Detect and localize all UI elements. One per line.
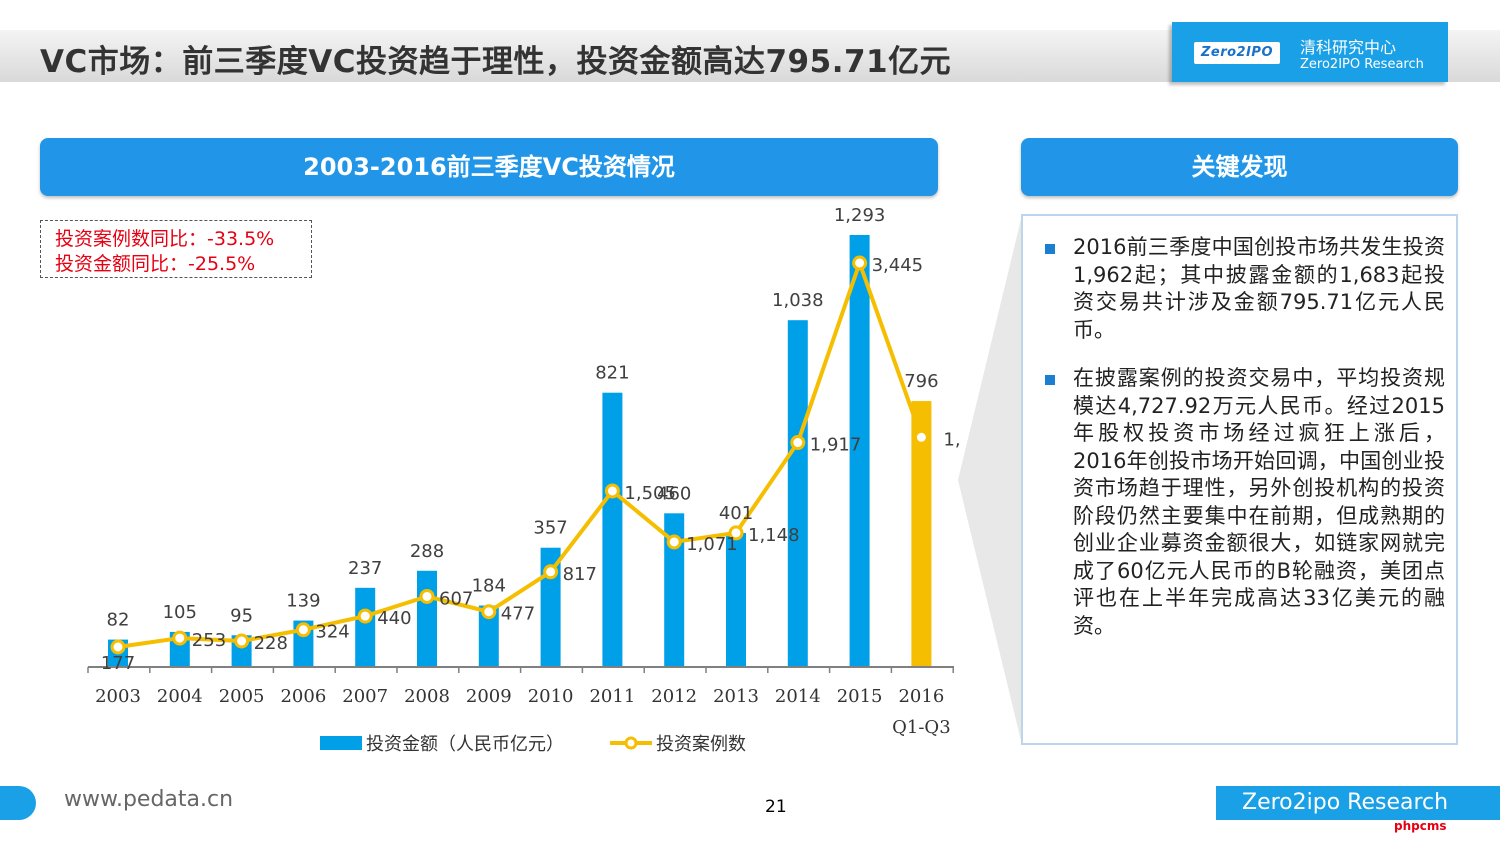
bar-label-2005: 95 bbox=[230, 605, 253, 626]
bar-label-2013: 401 bbox=[719, 503, 753, 524]
line-label-2007: 440 bbox=[377, 608, 411, 629]
logo-english-name: Zero2IPO Research bbox=[1300, 57, 1424, 72]
bullet-icon bbox=[1045, 244, 1055, 254]
line-label-2009: 477 bbox=[501, 604, 535, 625]
legend-bar-label: 投资金额（人民币亿元） bbox=[366, 734, 564, 755]
case-point-2012 bbox=[666, 534, 682, 550]
line-label-2015: 3,445 bbox=[872, 255, 924, 276]
x-tick-label-2014: 2014 bbox=[775, 686, 821, 707]
bar-2014 bbox=[787, 320, 808, 667]
case-point-2015 bbox=[852, 255, 868, 271]
bar-2011 bbox=[602, 392, 623, 667]
line-label-2003: 177 bbox=[101, 653, 135, 674]
bar-label-2010: 357 bbox=[533, 518, 567, 539]
watermark: phpcms bbox=[1394, 819, 1447, 833]
footer-brand: Zero2ipo Research bbox=[1216, 786, 1500, 820]
x-tick-label-2011: 2011 bbox=[589, 686, 635, 707]
page-title: VC市场：前三季度VC投资趋于理性，投资金额高达795.71亿元 bbox=[40, 44, 952, 80]
bullet-icon bbox=[1045, 375, 1055, 385]
page-number: 21 bbox=[765, 797, 787, 817]
footer-tab bbox=[0, 786, 36, 820]
bar-label-2014: 1,038 bbox=[772, 290, 824, 311]
x-tick-label-2008: 2008 bbox=[404, 686, 450, 707]
line-label-2011: 1,505 bbox=[624, 483, 676, 504]
bar-label-2006: 139 bbox=[286, 591, 320, 612]
bar-2013 bbox=[726, 533, 746, 667]
x-tick-label-2004: 2004 bbox=[157, 686, 203, 707]
line-label-2006: 324 bbox=[315, 622, 349, 643]
bar-label-2007: 237 bbox=[348, 558, 382, 579]
line-label-2004: 253 bbox=[192, 630, 226, 651]
line-label-2010: 817 bbox=[563, 564, 597, 585]
logo-mark: Zero2IPO bbox=[1194, 42, 1280, 64]
x-tick-label-2006: 2006 bbox=[280, 686, 326, 707]
bar-label-2016: 796 bbox=[904, 371, 938, 392]
callout-pointer bbox=[958, 215, 1022, 745]
legend-bar-swatch bbox=[320, 736, 362, 750]
chart-panel-header: 2003-2016前三季度VC投资情况 bbox=[40, 138, 938, 196]
bar-2015 bbox=[849, 235, 870, 667]
case-count-line bbox=[117, 261, 924, 649]
finding-text: 在披露案例的投资交易中，平均投资规模达4,727.92万元人民币。经过2015年… bbox=[1073, 366, 1445, 638]
case-point-2007 bbox=[357, 608, 373, 624]
logo-chinese-name: 清科研究中心 bbox=[1300, 38, 1397, 57]
bar-label-2015: 1,293 bbox=[834, 205, 886, 226]
line-label-2013: 1,148 bbox=[748, 525, 800, 546]
bar-2008 bbox=[417, 570, 437, 667]
bar-2010 bbox=[540, 547, 561, 667]
case-point-2010 bbox=[543, 564, 559, 580]
x-tick-label-2009: 2009 bbox=[466, 686, 512, 707]
x-tick-label-2005: 2005 bbox=[219, 686, 265, 707]
legend-line-marker bbox=[624, 736, 638, 750]
case-point-2008 bbox=[419, 588, 435, 604]
x-tick-label-2007: 2007 bbox=[342, 686, 388, 707]
bar-2007 bbox=[355, 587, 376, 667]
case-point-2004 bbox=[172, 630, 188, 646]
x-tick-label-2003: 2003 bbox=[95, 686, 141, 707]
bar-label-2009: 184 bbox=[472, 576, 506, 597]
case-point-2009 bbox=[481, 604, 497, 620]
x-tick-sublabel: Q1-Q3 bbox=[892, 717, 951, 738]
case-point-2011 bbox=[604, 483, 620, 499]
bar-label-2008: 288 bbox=[410, 541, 444, 562]
yoy-amount-line: 投资金额同比：-25.5% bbox=[55, 253, 256, 275]
case-point-2003 bbox=[110, 639, 126, 655]
line-label-2016: 1,962 bbox=[943, 429, 960, 450]
bar-2016 bbox=[911, 401, 932, 667]
bar-label-2003: 82 bbox=[107, 610, 130, 631]
bar-2009 bbox=[478, 605, 499, 667]
case-point-2016 bbox=[913, 429, 929, 445]
x-tick-label-2013: 2013 bbox=[713, 686, 759, 707]
line-label-2008: 607 bbox=[439, 588, 473, 609]
key-findings-header: 关键发现 bbox=[1021, 138, 1458, 196]
yoy-cases-line: 投资案例数同比：-33.5% bbox=[55, 228, 275, 250]
bar-label-2012: 460 bbox=[657, 483, 691, 504]
x-tick-label-2010: 2010 bbox=[528, 686, 574, 707]
x-tick-label-2012: 2012 bbox=[651, 686, 697, 707]
yoy-callout: 投资案例数同比：-33.5% 投资金额同比：-25.5% bbox=[40, 220, 312, 278]
case-point-2013 bbox=[728, 525, 744, 541]
finding-text: 2016前三季度中国创投市场共发生投资1,962起；其中披露金额的1,683起投… bbox=[1073, 235, 1445, 342]
line-label-2014: 1,917 bbox=[810, 435, 862, 456]
case-point-2005 bbox=[234, 633, 250, 649]
key-findings-panel: 2016前三季度中国创投市场共发生投资1,962起；其中披露金额的1,683起投… bbox=[1021, 214, 1458, 745]
case-point-2014 bbox=[790, 435, 806, 451]
case-point-2006 bbox=[295, 622, 311, 638]
bar-label-2011: 821 bbox=[595, 363, 629, 384]
footer-url[interactable]: www.pedata.cn bbox=[64, 787, 234, 812]
line-label-2012: 1,071 bbox=[686, 534, 738, 555]
vc-investment-chart: 82 105 95 139 237 288 184 357 821 460 401 1,038 1,29… bbox=[87, 205, 960, 755]
bar-label-2004: 105 bbox=[163, 602, 197, 623]
legend-line-label: 投资案例数 bbox=[656, 734, 746, 755]
line-label-2005: 228 bbox=[254, 633, 288, 654]
x-tick-label-2016: 2016 bbox=[898, 686, 944, 707]
zero2ipo-logo: Zero2IPO 清科研究中心 Zero2IPO Research bbox=[1172, 22, 1448, 82]
x-tick-label-2015: 2015 bbox=[837, 686, 883, 707]
bar-2012 bbox=[664, 513, 685, 667]
